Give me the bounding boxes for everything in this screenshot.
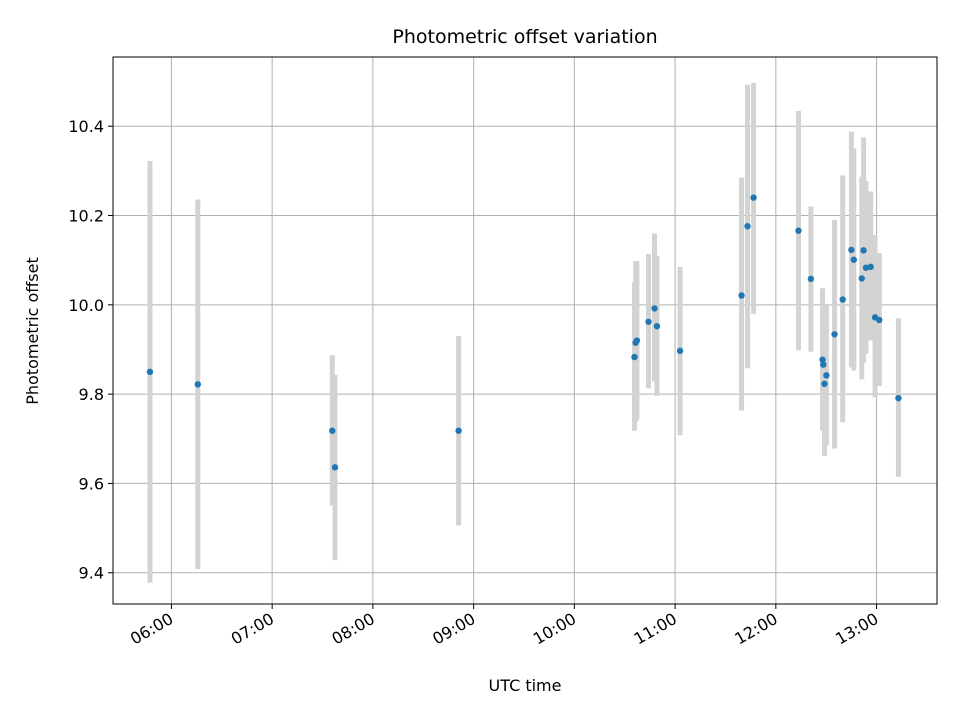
data-points [146, 194, 902, 471]
y-tick-label: 10.4 [68, 117, 104, 136]
plot-frame [112, 56, 938, 605]
data-point [850, 256, 857, 263]
data-point [876, 316, 883, 324]
data-point [831, 331, 838, 338]
chart-title: Photometric offset variation [392, 26, 657, 48]
data-point [807, 275, 815, 283]
data-point [819, 356, 826, 363]
data-point [653, 323, 661, 330]
data-point [839, 296, 846, 303]
data-point [633, 337, 641, 344]
data-point [860, 247, 867, 254]
data-point [823, 372, 830, 379]
data-point [820, 361, 827, 368]
data-point [194, 381, 202, 388]
x-axis-title: UTC time [489, 676, 562, 695]
y-tick-label: 9.6 [79, 474, 104, 493]
y-tick-label: 10.0 [68, 296, 104, 315]
data-point [821, 380, 828, 388]
data-point [631, 353, 638, 361]
data-point [744, 223, 751, 230]
data-point [750, 194, 757, 201]
data-point [738, 292, 745, 299]
data-point [651, 305, 658, 312]
data-point [146, 368, 154, 376]
data-point [795, 227, 802, 234]
y-axis-title: Photometric offset [23, 257, 42, 405]
y-tick-label: 9.4 [79, 564, 104, 583]
data-point [862, 264, 870, 271]
data-point [858, 275, 865, 282]
data-point [331, 464, 339, 471]
data-point [895, 394, 902, 402]
data-point [848, 246, 855, 254]
y-tick-label: 10.2 [68, 207, 104, 226]
data-point [645, 318, 652, 325]
data-point [867, 263, 874, 271]
data-point [329, 427, 336, 434]
data-point [676, 347, 684, 355]
y-tick-label: 9.8 [79, 385, 104, 404]
data-point [455, 427, 462, 434]
